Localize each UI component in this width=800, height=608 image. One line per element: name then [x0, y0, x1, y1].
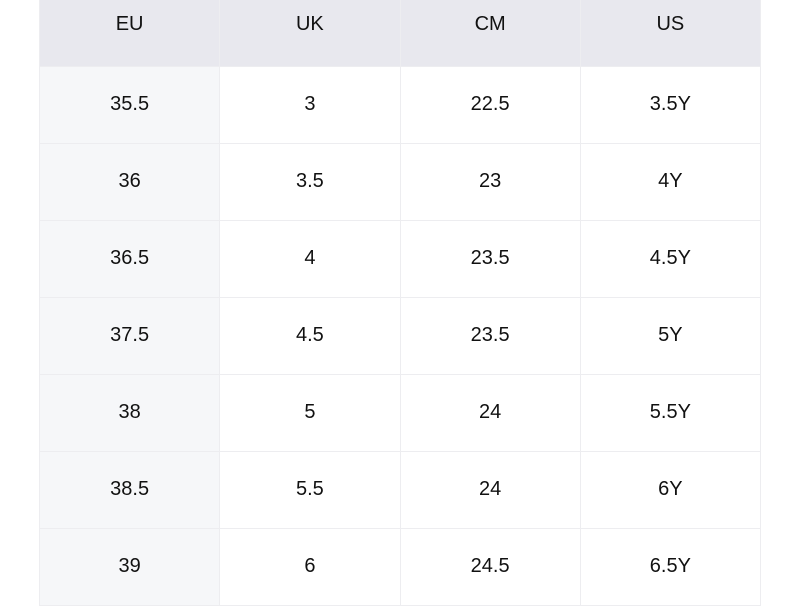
table-cell: 37.5 — [38, 296, 221, 375]
column-header: EU — [38, 0, 221, 67]
column-header: US — [579, 0, 762, 67]
table-cell: 35.5 — [38, 65, 221, 144]
table-cell: 6.5Y — [579, 527, 762, 606]
table-cell: 23.5 — [399, 219, 581, 298]
column-header: UK — [219, 0, 401, 67]
table-cell: 24 — [399, 450, 581, 529]
table-row: 39 6 24.5 6.5Y — [38, 527, 762, 606]
table-cell: 4Y — [579, 142, 762, 221]
table-cell: 5.5Y — [579, 373, 762, 452]
table-cell: 22.5 — [399, 65, 581, 144]
table-body: 35.5 3 22.5 3.5Y 36 3.5 23 4Y 36.5 4 23.5 4.5Y 37.5 4… — [38, 65, 762, 606]
table-cell: 24.5 — [399, 527, 581, 606]
table-cell: 38 — [38, 373, 221, 452]
table-cell: 24 — [399, 373, 581, 452]
table-cell: 38.5 — [38, 450, 221, 529]
table-row: 35.5 3 22.5 3.5Y — [38, 65, 762, 144]
table-cell: 5Y — [579, 296, 762, 375]
table-cell: 23 — [399, 142, 581, 221]
table-row: 36 3.5 23 4Y — [38, 142, 762, 221]
table-cell: 3.5 — [219, 142, 401, 221]
table-cell: 5 — [219, 373, 401, 452]
table-row: 38.5 5.5 24 6Y — [38, 450, 762, 529]
table-cell: 3 — [219, 65, 401, 144]
table-row: 36.5 4 23.5 4.5Y — [38, 219, 762, 298]
table-cell: 36.5 — [38, 219, 221, 298]
table-cell: 5.5 — [219, 450, 401, 529]
table-row: 37.5 4.5 23.5 5Y — [38, 296, 762, 375]
table-cell: 36 — [38, 142, 221, 221]
table-cell: 4 — [219, 219, 401, 298]
table-cell: 6Y — [579, 450, 762, 529]
table-row: 38 5 24 5.5Y — [38, 373, 762, 452]
table-cell: 3.5Y — [579, 65, 762, 144]
table-cell: 39 — [38, 527, 221, 606]
table-cell: 6 — [219, 527, 401, 606]
column-header: CM — [399, 0, 581, 67]
table-cell: 23.5 — [399, 296, 581, 375]
table-header: EU UK CM US — [38, 0, 762, 67]
size-table: EU UK CM US 35.5 3 22.5 3.5Y 36 3.5 23 4Y 36.5 4 23.5… — [38, 0, 762, 606]
header-row: EU UK CM US — [38, 0, 762, 67]
table-cell: 4.5Y — [579, 219, 762, 298]
table-cell: 4.5 — [219, 296, 401, 375]
